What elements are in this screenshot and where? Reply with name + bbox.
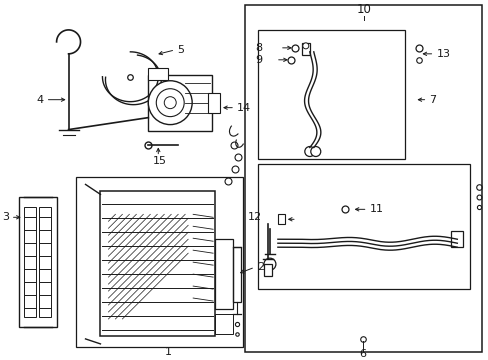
Bar: [215, 314, 233, 334]
Circle shape: [164, 97, 176, 109]
Bar: [258, 30, 405, 159]
Bar: [233, 247, 241, 302]
Text: 7: 7: [428, 95, 436, 105]
Text: 12: 12: [247, 212, 262, 222]
Bar: [208, 93, 220, 113]
Text: 5: 5: [177, 45, 184, 55]
Bar: [23, 207, 36, 317]
Bar: [19, 197, 57, 327]
Circle shape: [148, 81, 192, 125]
Bar: [277, 214, 285, 224]
Bar: [301, 43, 309, 55]
Bar: [258, 165, 469, 289]
Text: 15: 15: [153, 157, 167, 166]
Text: 9: 9: [254, 55, 262, 65]
Text: 13: 13: [435, 49, 449, 59]
Text: 6: 6: [358, 349, 366, 359]
Bar: [450, 231, 462, 247]
Text: 3: 3: [2, 212, 9, 222]
Bar: [148, 68, 168, 80]
Text: 14: 14: [237, 103, 251, 113]
Circle shape: [264, 258, 275, 270]
Bar: [215, 239, 233, 309]
Text: 11: 11: [369, 204, 383, 214]
Text: 4: 4: [37, 95, 43, 105]
Bar: [264, 264, 271, 276]
Bar: [148, 75, 212, 131]
Bar: [100, 192, 215, 336]
Bar: [39, 207, 51, 317]
Circle shape: [304, 147, 314, 157]
Circle shape: [310, 147, 320, 157]
Text: 8: 8: [254, 43, 262, 53]
Bar: [244, 5, 481, 352]
Text: 1: 1: [164, 347, 171, 357]
Circle shape: [156, 89, 184, 117]
Bar: [75, 177, 243, 347]
Circle shape: [302, 43, 308, 49]
Text: 10: 10: [355, 4, 370, 17]
Text: 2: 2: [256, 262, 264, 272]
